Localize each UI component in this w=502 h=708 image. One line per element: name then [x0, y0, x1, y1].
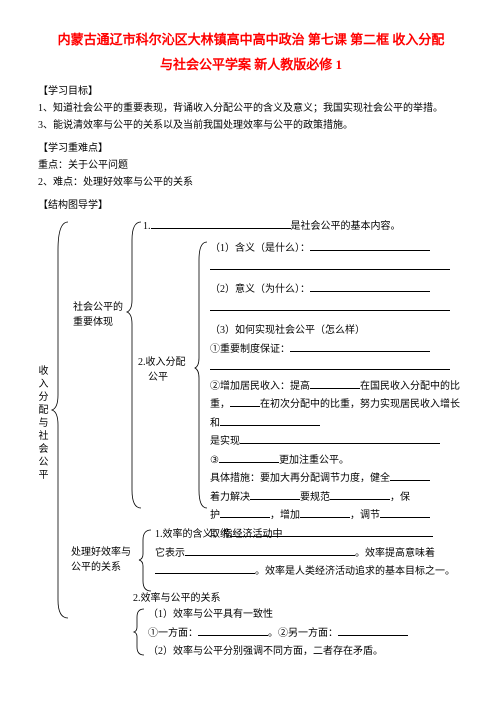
- brace-root: [50, 220, 72, 620]
- sub-1-3-3g: 护: [210, 510, 220, 521]
- structure-diagram: 收入分配与社会公平 社会公平的 重要体现 1.是社会公平的基本内容。 2.收入分…: [38, 220, 464, 650]
- node-social-fair-l1: 社会公平的: [73, 302, 123, 313]
- income-fair-content: （1）含义（是什么）： （2）意义（为什么）： （3）如何实现社会公平（怎么样）…: [210, 240, 472, 544]
- node-social-fair-l2: 重要体现: [73, 317, 113, 328]
- heading-difficult: 【学习重难点】: [38, 140, 464, 157]
- difficult-2: 2、难点：处理好效率与公平的关系: [38, 174, 464, 191]
- rel-2-1a: ①一方面：: [148, 628, 198, 639]
- rel-2-1: （1）效率与公平具有一致性: [148, 606, 472, 625]
- rel-1a: 1.效率的含义：指经济活动中: [155, 529, 283, 540]
- node-income-fair: 2.收入分配 公平: [138, 355, 186, 385]
- brace-income-fair: [194, 240, 210, 510]
- sub-1-3-2b: 在国民收入分配中的比: [360, 381, 460, 392]
- sub-1-3-3d: 着力解决: [210, 492, 250, 503]
- sub-1-3: （3）如何实现社会公平（怎么样）: [210, 325, 365, 336]
- sub-1-3-2f: 是实现: [210, 436, 240, 447]
- sub-1-3-3i: ，调节: [350, 510, 380, 521]
- heading-objectives: 【学习目标】: [38, 83, 464, 100]
- node-relation-l1: 处理好效率与: [71, 547, 131, 558]
- node-social-fair: 社会公平的 重要体现: [73, 300, 123, 330]
- objective-1: 1、知道社会公平的重要表现，背诵收入分配公平的含义及意义；我国实现社会公平的举措…: [38, 100, 464, 117]
- rel-1d: 。效率是人类经济活动追求的基本目标之一。: [255, 566, 455, 577]
- sub-1-3-3b: 更加注重公平。: [279, 455, 349, 466]
- rel-2-1b: 。②另一方面：: [268, 628, 338, 639]
- heading-structure: 【结构图导学】: [38, 197, 464, 214]
- rel-2-2: （2）效率与公平分别强调不同方面，二者存在矛盾。: [148, 643, 472, 662]
- sub-1-3-3f: ，保: [390, 492, 410, 503]
- relation-content-1: 1.效率的含义：指经济活动中 它表示 。效率提高意味着 。效率是人类经济活动追求的…: [155, 526, 471, 582]
- sub-1-2: （2）意义（为什么）：: [210, 284, 310, 295]
- brace-relation-sub: [133, 607, 147, 657]
- relation-sub-content: （1）效率与公平具有一致性 ①一方面： 。②另一方面： （2）效率与公平分别强调不…: [148, 606, 472, 662]
- sub-1-3-3e: 要规范: [300, 492, 330, 503]
- root-label: 收入分配与社会公平: [34, 365, 49, 482]
- sub-1-3-2d: 在初次分配中的比重，努力实现居民收入增长: [260, 399, 460, 410]
- sub-1-1: （1）含义（是什么）：: [210, 243, 310, 254]
- sub-1-3-3a: ③: [210, 455, 219, 466]
- sub-1-3-3c: 具体措施：要加大再分配调节力度，健全: [210, 473, 390, 484]
- rel-1b: 它表示: [155, 548, 185, 559]
- row-1: 1.是社会公平的基本内容。: [143, 218, 401, 237]
- doc-title-line2: 与社会公平学案 新人教版必修 1: [38, 53, 464, 78]
- sub-1-3-1: ①重要制度保证：: [210, 344, 290, 355]
- brace-relation: [138, 528, 154, 593]
- sub-1-3-2a: ②增加居民收入：提高: [210, 381, 310, 392]
- row-1-suffix: 是社会公平的基本内容。: [291, 221, 401, 232]
- objective-2: 3、能说清效率与公平的关系以及当前我国处理效率与公平的政策措施。: [38, 117, 464, 134]
- doc-title-line1: 内蒙古通辽市科尔沁区大林镇高中高中政治 第七课 第二框 收入分配: [38, 28, 464, 53]
- sub-1-3-2c: 重，: [210, 399, 230, 410]
- sub-1-3-2e: 和: [210, 418, 220, 429]
- rel-1c: 。效率提高意味着: [355, 548, 435, 559]
- node-relation: 处理好效率与 公平的关系: [71, 545, 131, 575]
- node-income-fair-l1: 2.收入分配: [138, 357, 186, 368]
- sub-1-3-3h: ，增加: [270, 510, 300, 521]
- difficult-1: 重点：关于公平问题: [38, 157, 464, 174]
- node-income-fair-l2: 公平: [148, 372, 168, 383]
- node-relation-l2: 公平的关系: [71, 562, 121, 573]
